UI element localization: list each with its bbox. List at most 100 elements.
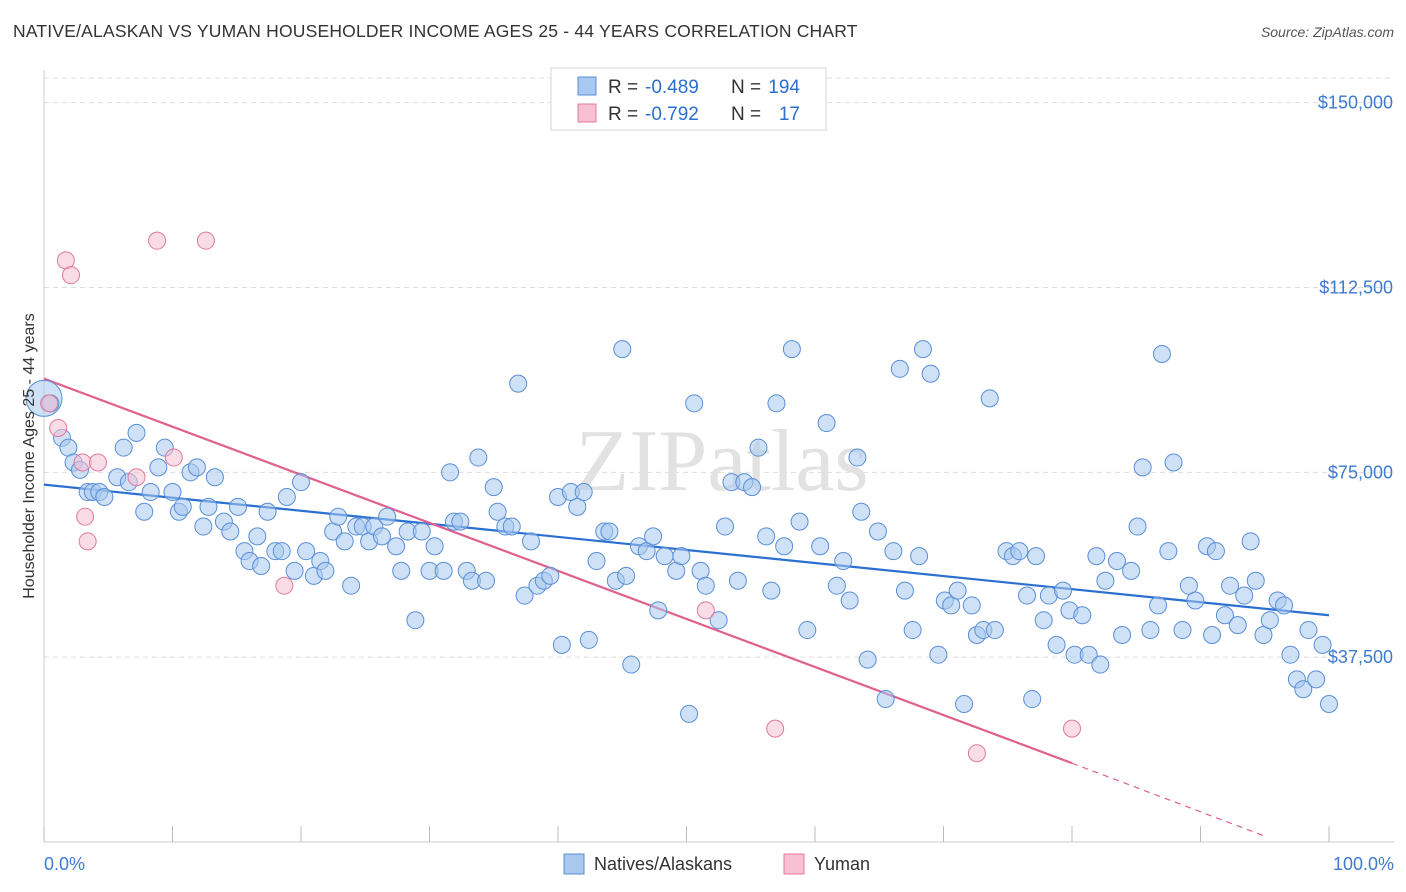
chart-source: Source: ZipAtlas.com	[1260, 24, 1394, 40]
natives-point-60	[434, 561, 453, 580]
natives-point-73	[515, 586, 534, 605]
natives-point-159	[1096, 571, 1115, 590]
legend-box	[550, 67, 827, 131]
yuman-point-14	[766, 719, 785, 738]
natives-point-188	[1294, 680, 1313, 699]
natives-point-147	[1023, 690, 1042, 709]
natives-point-119	[834, 552, 853, 571]
yuman-point-10	[164, 448, 183, 467]
natives-point-114	[790, 512, 809, 531]
x-tick-marks	[43, 826, 1330, 842]
natives-point-116	[811, 537, 830, 556]
natives-point-127	[890, 359, 909, 378]
natives-point-126	[884, 542, 903, 561]
natives-point-45	[335, 532, 354, 551]
legend-swatch-yuman	[577, 103, 597, 123]
yuman-trend-extension	[1071, 762, 1265, 837]
data-points	[25, 231, 1338, 763]
natives-point-32	[252, 556, 271, 575]
natives-point-51	[372, 527, 391, 546]
natives-point-168	[1159, 542, 1178, 561]
natives-point-186	[1281, 645, 1300, 664]
natives-point-151	[1047, 635, 1066, 654]
natives-point-110	[762, 581, 781, 600]
natives-point-117	[817, 414, 836, 433]
natives-point-84	[587, 552, 606, 571]
natives-point-158	[1091, 655, 1110, 674]
natives-point-52	[378, 507, 397, 526]
natives-point-167	[1152, 345, 1171, 364]
natives-point-56	[406, 611, 425, 630]
natives-point-36	[277, 487, 296, 506]
axes	[43, 70, 1394, 843]
natives-point-164	[1133, 458, 1152, 477]
legend-n-value-natives: 194	[768, 77, 800, 98]
natives-point-131	[913, 340, 932, 359]
natives-point-93	[644, 527, 663, 546]
natives-point-133	[929, 645, 948, 664]
natives-point-149	[1034, 611, 1053, 630]
natives-point-23	[194, 517, 213, 536]
natives-point-54	[392, 561, 411, 580]
natives-point-113	[782, 340, 801, 359]
natives-point-67	[477, 571, 496, 590]
natives-point-174	[1203, 625, 1222, 644]
yuman-point-4	[73, 453, 92, 472]
natives-point-88	[613, 340, 632, 359]
natives-point-14	[135, 502, 154, 521]
yuman-point-16	[1063, 719, 1081, 738]
natives-point-79	[552, 635, 571, 654]
watermark: ZIPatlas	[575, 413, 868, 510]
natives-point-63	[451, 512, 470, 531]
natives-point-136	[948, 581, 967, 600]
natives-point-172	[1186, 591, 1205, 610]
natives-point-16	[149, 458, 168, 477]
natives-point-162	[1122, 561, 1141, 580]
y-tick-label-0: $150,000	[1318, 93, 1393, 113]
natives-point-24	[199, 497, 218, 516]
natives-point-15	[141, 483, 160, 502]
natives-point-120	[840, 591, 859, 610]
bottom-legend-label-natives: Natives/Alaskans	[594, 854, 732, 874]
natives-point-90	[622, 655, 641, 674]
bottom-legend-swatch-yuman	[783, 853, 805, 875]
legend-n-value-yuman: 17	[779, 104, 800, 125]
natives-point-157	[1087, 547, 1106, 566]
y-tick-labels: $150,000 $112,500 $75,000 $37,500	[1318, 93, 1393, 668]
natives-point-38	[292, 473, 310, 492]
natives-point-180	[1241, 532, 1260, 551]
y-tick-label-2: $75,000	[1328, 462, 1393, 482]
gridlines	[44, 77, 1394, 658]
natives-point-107	[743, 478, 762, 497]
yuman-point-5	[76, 507, 95, 526]
y-tick-label-3: $37,500	[1328, 647, 1393, 667]
yuman-point-13	[696, 601, 715, 620]
natives-point-137	[955, 694, 974, 713]
yuman-point-9	[148, 231, 167, 250]
bottom-legend: Natives/Alaskans Yuman	[563, 853, 870, 875]
yuman-point-12	[275, 576, 294, 595]
natives-point-72	[509, 374, 528, 393]
natives-point-105	[728, 571, 747, 590]
natives-point-37	[285, 561, 304, 580]
natives-point-103	[716, 517, 735, 536]
natives-point-124	[868, 522, 887, 541]
natives-point-181	[1246, 571, 1265, 590]
natives-point-11	[114, 438, 133, 457]
natives-point-112	[775, 537, 794, 556]
natives-point-146	[1018, 586, 1037, 605]
natives-point-109	[757, 527, 776, 546]
natives-point-191	[1313, 635, 1332, 654]
natives-point-115	[798, 621, 817, 640]
y-axis-label: Householder Income Ages 25 - 44 years	[21, 313, 38, 599]
legend-r-value-natives: -0.489	[645, 77, 699, 98]
natives-point-145	[1010, 542, 1029, 561]
natives-point-160	[1107, 552, 1126, 571]
natives-point-74	[522, 532, 541, 551]
yuman-point-3	[61, 266, 80, 285]
natives-point-31	[248, 527, 267, 546]
natives-point-192	[1320, 694, 1338, 713]
natives-point-59	[425, 537, 444, 556]
natives-point-141	[980, 389, 999, 408]
